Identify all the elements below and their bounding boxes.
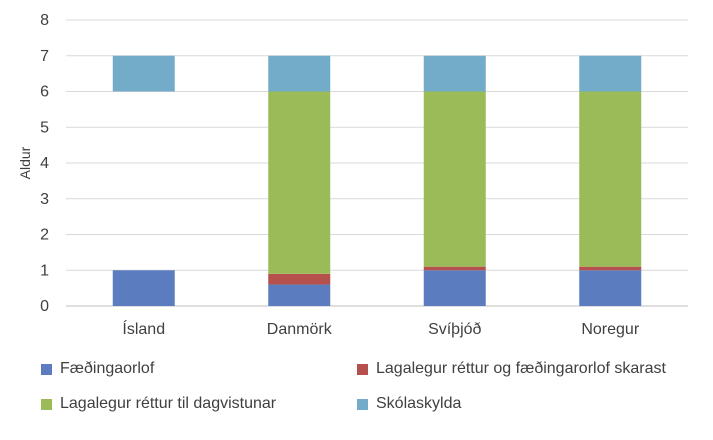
bar-segment [268, 91, 331, 274]
bar-segment [579, 55, 642, 92]
bar-segment [423, 270, 486, 306]
bar-segment [112, 270, 175, 306]
bars [112, 55, 642, 306]
bar-segment [268, 284, 331, 306]
x-axis-categories: Ísland Danmörk Svíþjóð Noregur [122, 319, 639, 338]
bar-segment [268, 273, 331, 285]
bar-segment [423, 266, 486, 271]
y-tick-label: 0 [40, 298, 49, 315]
y-axis-label: Aldur [17, 146, 33, 179]
y-tick-label: 8 [40, 12, 49, 29]
y-tick-label: 2 [40, 227, 49, 244]
bar-segment [579, 270, 642, 306]
bar-segment [579, 266, 642, 271]
bar-segment [268, 55, 331, 92]
y-tick-label: 5 [40, 119, 49, 136]
bar-segment [423, 55, 486, 92]
bar-segment [423, 91, 486, 267]
x-category-label: Ísland [122, 319, 165, 338]
y-axis-ticks: 0 1 2 3 4 5 6 7 8 [40, 12, 49, 315]
y-tick-label: 3 [40, 191, 49, 208]
y-tick-label: 6 [40, 84, 49, 101]
bar-segment [112, 55, 175, 92]
y-tick-label: 1 [40, 262, 49, 279]
x-category-label: Svíþjóð [428, 321, 481, 338]
x-category-label: Danmörk [267, 321, 333, 338]
y-tick-label: 4 [40, 155, 49, 172]
x-category-label: Noregur [581, 321, 639, 338]
bar-segment [579, 91, 642, 267]
y-tick-label: 7 [40, 48, 49, 65]
